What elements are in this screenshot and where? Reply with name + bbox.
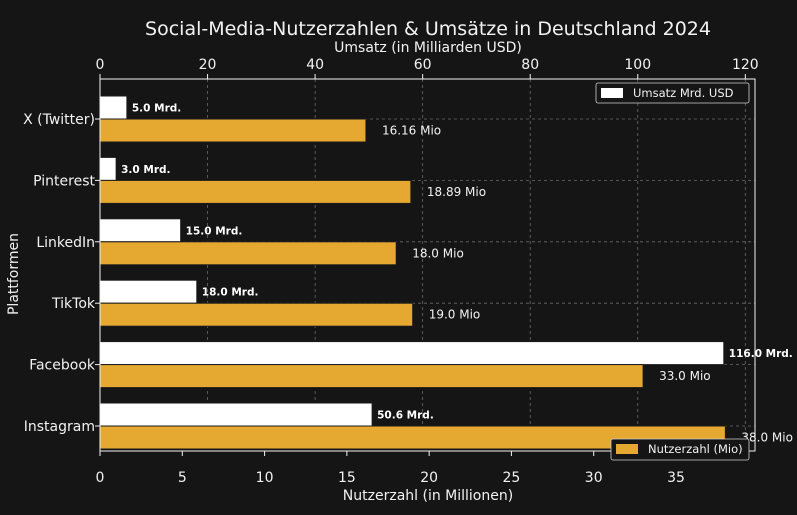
top-axis-tick-label: 0 [96,57,105,73]
revenue-bar [99,156,117,181]
bottom-axis-label: Nutzerzahl (in Millionen) [343,488,513,504]
bottom-axis-tick-label: 15 [338,470,356,486]
top-axis-tick-label: 20 [199,57,217,73]
category-label: LinkedIn [36,235,95,251]
category-label: Pinterest [33,173,95,189]
legend-label-users: Nutzerzahl (Mio) [648,442,743,456]
revenue-data-label: 116.0 Mrd. [729,348,793,360]
users-data-label: 18.89 Mio [427,185,486,199]
legend-swatch-revenue [601,88,623,98]
revenue-bar [99,279,198,304]
revenue-data-label: 18.0 Mrd. [202,287,259,299]
users-data-label: 19.0 Mio [429,308,481,322]
top-axis-tick-label: 120 [732,57,759,73]
users-bar [99,118,367,143]
users-bar [99,302,414,327]
category-label: Facebook [29,358,96,374]
top-axis-label: Umsatz (in Milliarden USD) [334,40,522,56]
revenue-bar [99,402,373,427]
category-label: TikTok [51,296,96,312]
users-bar [99,179,412,204]
users-bar [99,241,397,266]
bottom-axis-tick-label: 25 [503,470,521,486]
plot-area: 0 5 10 15 20 25 30 35 0 20 40 60 80 100 120 X (Twitter)… [23,57,793,486]
users-bar [99,364,644,389]
revenue-data-label: 5.0 Mrd. [132,103,181,115]
top-axis-tick-label: 100 [624,57,651,73]
legend-box-revenue [595,82,750,104]
bottom-axis-tick-label: 5 [178,470,187,486]
top-axis-tick-label: 40 [306,57,324,73]
revenue-data-label: 3.0 Mrd. [121,164,170,176]
revenue-bar [99,218,182,243]
plot-frame [99,78,756,452]
revenue-data-label: 15.0 Mrd. [186,225,243,237]
bottom-axis-tick-label: 0 [96,470,105,486]
legend-swatch-users [616,444,638,454]
bottom-axis-tick-label: 30 [585,470,603,486]
bottom-axis-tick-label: 20 [420,470,438,486]
top-axis-tick-label: 80 [521,57,539,73]
users-data-label: 16.16 Mio [382,124,441,138]
legend-label-revenue: Umsatz Mrd. USD [633,86,734,100]
revenue-bar [99,95,128,120]
revenue-bar [99,341,725,366]
users-data-label: 38.0 Mio [741,431,793,445]
users-data-label: 18.0 Mio [412,246,464,260]
users-data-label: 33.0 Mio [659,369,711,383]
bottom-axis-tick-label: 10 [256,470,274,486]
chart-title: Social-Media-Nutzerzahlen & Umsätze in D… [145,18,711,40]
category-label: Instagram [24,419,95,435]
revenue-data-label: 50.6 Mrd. [377,410,434,422]
top-axis-tick-label: 60 [414,57,432,73]
legend-box-users [610,438,750,461]
bottom-axis-tick-label: 35 [667,470,685,486]
y-axis-label: Plattformen [6,233,22,315]
category-label: X (Twitter) [23,112,95,128]
